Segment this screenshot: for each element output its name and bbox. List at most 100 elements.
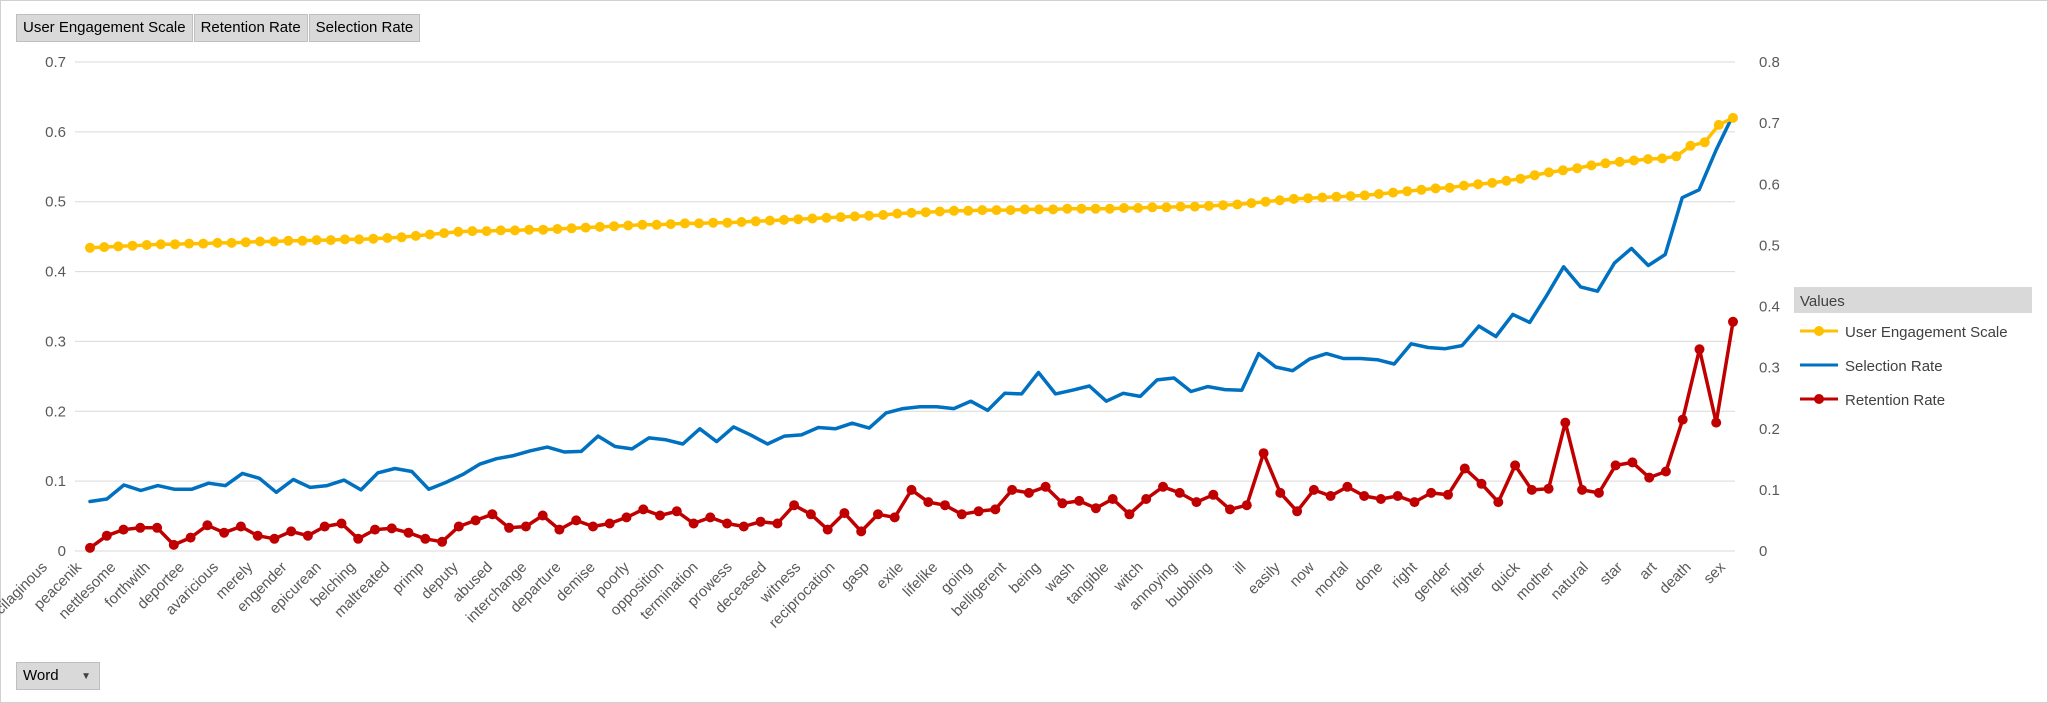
legend-title-bg [1794, 287, 2032, 313]
right-tick-label: 0 [1759, 543, 1767, 560]
series-retention-rate [85, 316, 1738, 553]
data-point-retention-rate [1644, 472, 1655, 483]
data-point-user-engagement-scale [1628, 155, 1639, 166]
data-point-retention-rate [571, 515, 582, 526]
data-point-retention-rate [403, 527, 414, 538]
data-point-user-engagement-scale [1487, 177, 1498, 188]
data-point-retention-rate [1292, 506, 1303, 517]
data-point-user-engagement-scale [977, 205, 988, 216]
series-selection-rate [88, 113, 1735, 504]
field-button-user-engagement[interactable]: User Engagement Scale [16, 14, 193, 42]
data-point-user-engagement-scale [127, 240, 138, 251]
data-point-retention-rate [1543, 483, 1554, 494]
data-point-retention-rate [1660, 466, 1671, 477]
data-point-retention-rate [453, 521, 464, 532]
data-point-retention-rate [873, 509, 883, 520]
x-tick-label: mortal [1311, 559, 1352, 600]
data-point-user-engagement-scale [170, 239, 180, 250]
data-point-user-engagement-scale [1600, 158, 1611, 169]
gridlines [75, 61, 1735, 552]
data-point-user-engagement-scale [750, 216, 761, 227]
data-point-user-engagement-scale [1317, 192, 1328, 203]
data-point-user-engagement-scale [1515, 173, 1526, 184]
x-tick-label: ill [1230, 559, 1249, 578]
data-point-retention-rate [235, 521, 246, 532]
data-point-retention-rate [1241, 500, 1252, 511]
value-field-buttons: User Engagement Scale Retention Rate Sel… [16, 14, 421, 42]
data-point-retention-rate [1627, 457, 1638, 468]
data-point-retention-rate [956, 509, 967, 520]
data-point-user-engagement-scale [1203, 200, 1214, 211]
right-tick-label: 0.5 [1759, 237, 1780, 254]
right-tick-label: 0.3 [1759, 360, 1780, 377]
right-tick-label: 0.4 [1759, 299, 1780, 316]
data-point-user-engagement-scale [821, 212, 832, 223]
data-point-retention-rate [185, 532, 196, 543]
data-point-user-engagement-scale [269, 236, 280, 247]
data-point-user-engagement-scale [467, 226, 478, 237]
data-point-user-engagement-scale [439, 228, 450, 239]
data-point-retention-rate [1141, 494, 1152, 504]
data-point-user-engagement-scale [864, 210, 874, 221]
data-point-user-engagement-scale [339, 234, 350, 245]
data-point-user-engagement-scale [1416, 184, 1427, 195]
data-point-retention-rate [688, 518, 699, 529]
data-point-user-engagement-scale [906, 207, 917, 218]
data-point-user-engagement-scale [722, 217, 733, 228]
axis-field-button-word[interactable]: Word ▼ [16, 662, 100, 690]
legend[interactable]: Values User Engagement Scale Selection R… [1794, 287, 2032, 409]
data-point-user-engagement-scale [807, 213, 818, 224]
left-tick-label: 0.7 [45, 54, 66, 71]
data-point-user-engagement-scale [481, 226, 492, 237]
data-point-user-engagement-scale [1572, 163, 1583, 174]
right-tick-label: 0.1 [1759, 482, 1780, 499]
legend-label-retention-rate: Retention Rate [1845, 392, 1945, 409]
data-point-user-engagement-scale [1274, 195, 1285, 206]
data-point-user-engagement-scale [396, 232, 407, 243]
data-point-user-engagement-scale [793, 214, 804, 225]
data-point-user-engagement-scale [665, 219, 676, 230]
field-button-selection-rate[interactable]: Selection Rate [308, 14, 421, 42]
left-tick-label: 0.6 [45, 124, 66, 141]
data-point-retention-rate [604, 518, 615, 529]
x-tick-label: easily [1244, 558, 1283, 597]
data-point-retention-rate [1191, 497, 1202, 508]
data-point-user-engagement-scale [1232, 199, 1243, 210]
data-point-retention-rate [1459, 463, 1470, 474]
data-point-retention-rate [1526, 484, 1537, 495]
data-point-user-engagement-scale [424, 229, 435, 240]
data-point-retention-rate [85, 542, 95, 553]
data-point-retention-rate [856, 526, 867, 537]
data-point-user-engagement-scale [382, 233, 393, 243]
data-point-user-engagement-scale [1473, 179, 1484, 190]
data-point-user-engagement-scale [297, 235, 308, 246]
left-tick-label: 0.5 [45, 194, 66, 211]
data-point-retention-rate [722, 518, 733, 529]
data-point-user-engagement-scale [85, 242, 95, 253]
right-tick-label: 0.7 [1759, 115, 1780, 132]
data-point-user-engagement-scale [1175, 201, 1186, 212]
data-point-retention-rate [1023, 487, 1034, 498]
data-point-retention-rate [1677, 414, 1688, 425]
data-point-retention-rate [437, 536, 448, 547]
data-point-retention-rate [940, 500, 950, 511]
data-point-user-engagement-scale [651, 219, 662, 230]
field-button-retention-rate[interactable]: Retention Rate [193, 14, 308, 42]
data-point-user-engagement-scale [1699, 137, 1710, 148]
data-point-retention-rate [168, 539, 179, 550]
x-tick-label: death [1656, 559, 1695, 598]
left-tick-label: 0.3 [45, 333, 66, 350]
data-point-user-engagement-scale [1402, 186, 1413, 197]
data-point-user-engagement-scale [892, 208, 903, 219]
data-point-retention-rate [1426, 487, 1437, 498]
data-point-retention-rate [789, 500, 800, 511]
legend-label-user-engagement: User Engagement Scale [1845, 324, 2008, 341]
data-point-retention-rate [1510, 460, 1521, 471]
data-point-retention-rate [1560, 417, 1571, 428]
data-point-retention-rate [554, 524, 565, 535]
data-point-user-engagement-scale [538, 224, 549, 235]
data-point-retention-rate [370, 524, 380, 535]
data-point-user-engagement-scale [1048, 204, 1059, 215]
data-point-user-engagement-scale [679, 218, 690, 229]
series-line-selection-rate [88, 113, 1735, 504]
